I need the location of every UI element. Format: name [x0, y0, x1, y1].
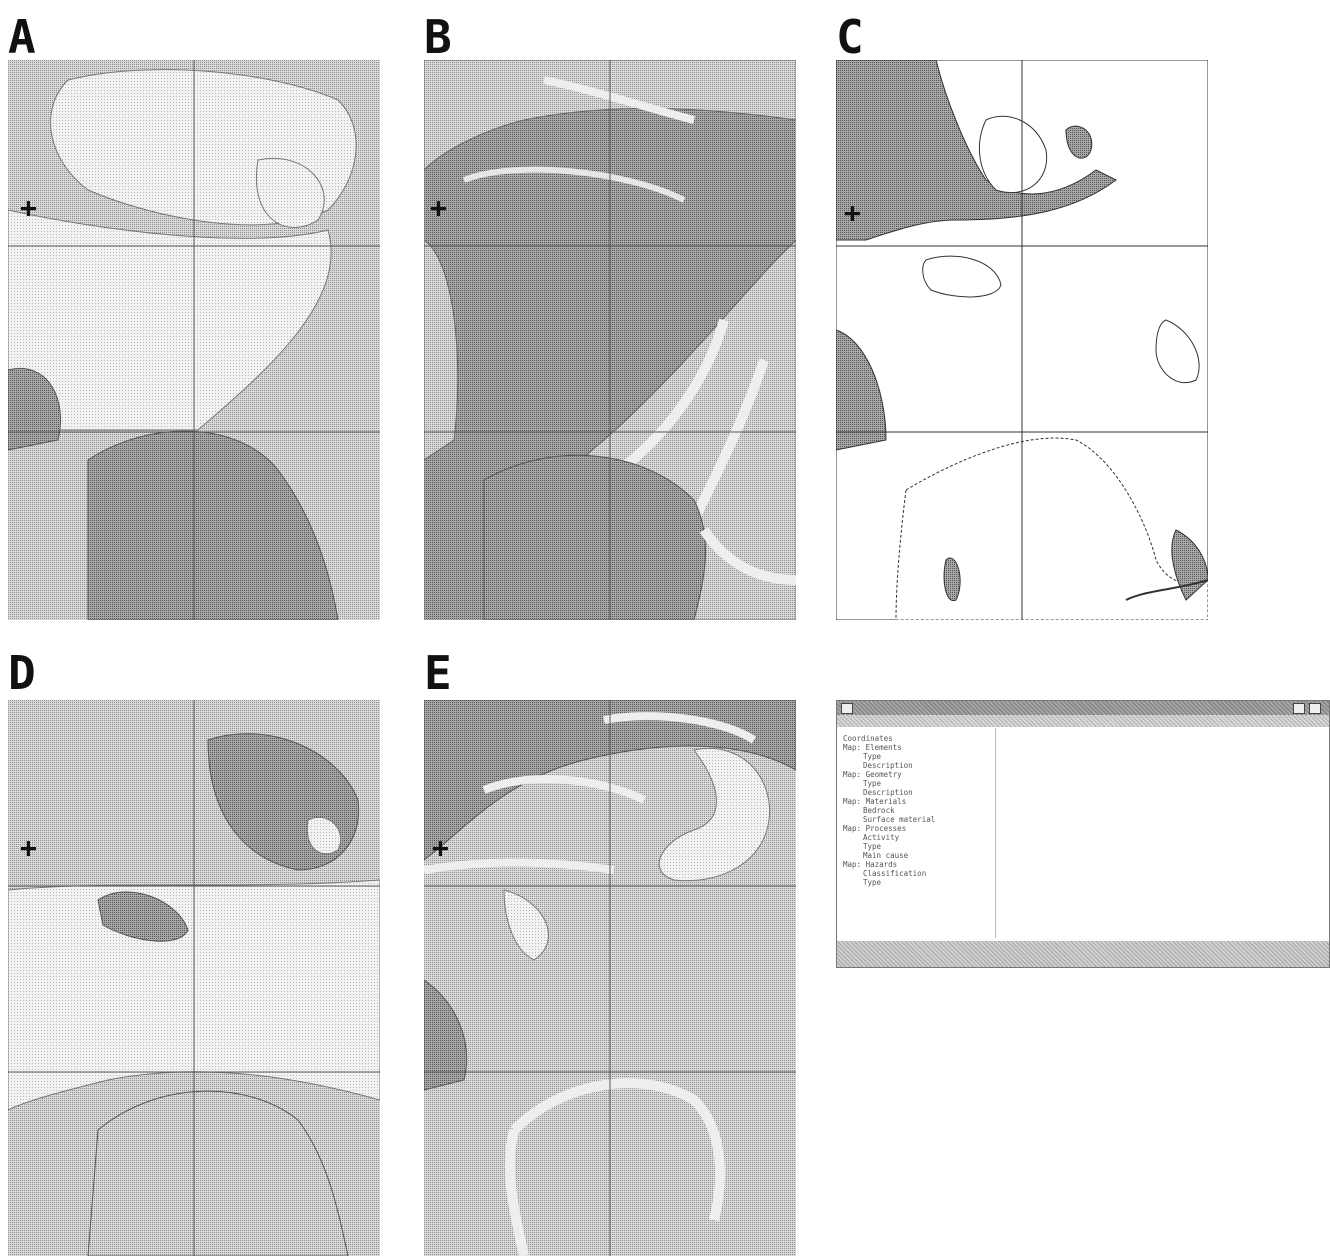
attribute-row[interactable]: Description — [837, 788, 1329, 797]
column-divider — [995, 728, 996, 938]
marker-plus-icon: + — [432, 831, 449, 864]
attribute-key: Map: Materials — [843, 797, 907, 806]
map-panel-a: + — [8, 60, 380, 620]
status-bar — [837, 941, 1329, 967]
attribute-key: Bedrock — [863, 806, 895, 815]
attribute-info-window: Coordinates Map: Elements Type Description M… — [836, 700, 1330, 968]
attribute-row[interactable]: Map: Materials — [837, 797, 1329, 806]
attribute-key: Map: Elements — [843, 743, 902, 752]
attribute-row[interactable]: Type — [837, 842, 1329, 851]
attribute-key: Activity — [863, 833, 900, 842]
menu-bar[interactable] — [837, 715, 1329, 727]
attribute-key: Type — [863, 779, 882, 788]
close-icon[interactable] — [1309, 703, 1321, 714]
attribute-row[interactable]: Surface material — [837, 815, 1329, 824]
attribute-row[interactable]: Bedrock — [837, 806, 1329, 815]
attribute-row[interactable]: Map: Hazards — [837, 860, 1329, 869]
attribute-row[interactable]: Main cause — [837, 851, 1329, 860]
attribute-key: Type — [863, 878, 882, 887]
attribute-row[interactable]: Type — [837, 779, 1329, 788]
map-panel-c: + — [836, 60, 1208, 620]
panel-label-d: D — [8, 646, 36, 700]
attribute-key: Type — [863, 752, 882, 761]
attribute-key: Type — [863, 842, 882, 851]
attribute-row[interactable]: Map: Geometry — [837, 770, 1329, 779]
attribute-key: Classification — [863, 869, 927, 878]
marker-plus-icon: + — [20, 191, 37, 224]
marker-plus-icon: + — [20, 831, 37, 864]
attribute-key: Coordinates — [843, 734, 893, 743]
attribute-row[interactable]: Map: Processes — [837, 824, 1329, 833]
panel-label-e: E — [424, 646, 452, 700]
attribute-row[interactable]: Type — [837, 878, 1329, 887]
window-titlebar[interactable] — [837, 701, 1329, 715]
attribute-key: Map: Processes — [843, 824, 907, 833]
app-icon — [841, 703, 853, 714]
attribute-row[interactable]: Coordinates — [837, 734, 1329, 743]
maximize-icon[interactable] — [1293, 703, 1305, 714]
attribute-row[interactable]: Classification — [837, 869, 1329, 878]
attribute-key: Map: Geometry — [843, 770, 902, 779]
panel-label-b: B — [424, 10, 452, 64]
attribute-row[interactable]: Type — [837, 752, 1329, 761]
marker-plus-icon: + — [844, 196, 861, 229]
attribute-key: Map: Hazards — [843, 860, 898, 869]
attribute-key: Description — [863, 788, 913, 797]
panel-label-a: A — [8, 10, 36, 64]
attribute-key: Description — [863, 761, 913, 770]
marker-plus-icon: + — [430, 191, 447, 224]
attribute-row[interactable]: Map: Elements — [837, 743, 1329, 752]
attribute-key: Surface material — [863, 815, 936, 824]
map-panel-b: + — [424, 60, 796, 620]
attribute-table: Coordinates Map: Elements Type Description M… — [837, 728, 1329, 938]
attribute-row[interactable]: Activity — [837, 833, 1329, 842]
map-panel-d: + — [8, 700, 380, 1256]
attribute-row[interactable]: Description — [837, 761, 1329, 770]
panel-label-c: C — [836, 10, 864, 64]
attribute-key: Main cause — [863, 851, 909, 860]
map-panel-e: + — [424, 700, 796, 1256]
